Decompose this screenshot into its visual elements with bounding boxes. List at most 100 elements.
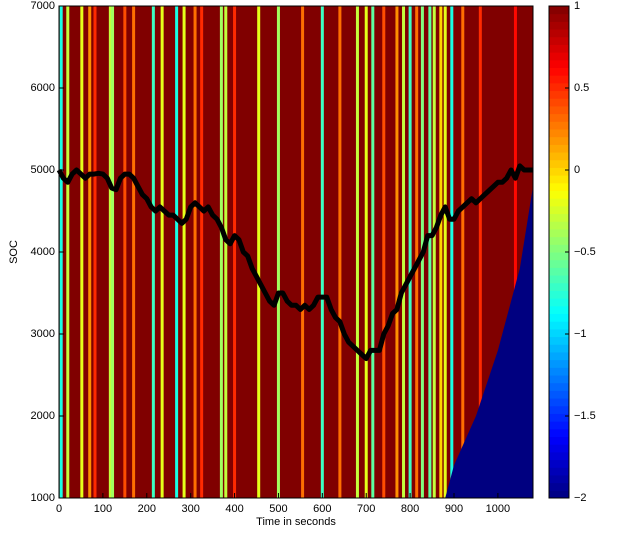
colorbar-cell: [549, 236, 569, 245]
colorbar-cell: [549, 321, 569, 330]
colorbar-cell: [549, 13, 569, 22]
heatmap-stripe: [93, 6, 97, 498]
colorbar-cell: [549, 182, 569, 191]
colorbar-cell: [549, 228, 569, 238]
colorbar-cell: [549, 159, 569, 168]
x-tick-label: 500: [269, 503, 287, 515]
y-tick-label: 7000: [31, 0, 55, 12]
colorbar-cell: [549, 390, 569, 399]
colorbar-cell: [549, 482, 569, 491]
heatmap-stripe: [80, 6, 84, 498]
colorbar-cell: [549, 98, 569, 107]
colorbar-cell: [549, 121, 569, 130]
colorbar-cell: [549, 375, 569, 384]
heatmap-stripe: [175, 6, 179, 498]
colorbar-cell: [549, 344, 569, 353]
colorbar-cell: [549, 244, 569, 253]
colorbar-cell: [549, 75, 569, 84]
heatmap-stripe: [182, 6, 186, 498]
y-tick-label: 5000: [31, 164, 55, 176]
colorbar-cell: [549, 205, 569, 215]
colorbar-cell: [549, 82, 569, 92]
heatmap-stripe: [415, 6, 419, 498]
heatmap-stripe: [160, 6, 164, 498]
heatmap-stripe: [88, 6, 92, 498]
heatmap-stripe: [402, 6, 406, 498]
heatmap-stripe: [193, 6, 197, 498]
x-tick-label: 400: [225, 503, 243, 515]
colorbar-cell: [549, 405, 569, 414]
heatmap-stripe: [439, 6, 443, 498]
heatmap-stripe: [428, 6, 432, 498]
heatmap-stripe: [408, 6, 412, 498]
colorbar-cell: [549, 59, 569, 68]
colorbar-tick-label: −1: [574, 328, 587, 340]
heatmap-background: [59, 6, 533, 498]
colorbar-cell: [549, 198, 569, 207]
x-tick-label: 600: [313, 503, 331, 515]
heatmap-stripe: [276, 6, 280, 498]
colorbar-cell: [549, 152, 569, 161]
colorbar-cell: [549, 467, 569, 476]
y-tick-label: 6000: [31, 82, 55, 94]
colorbar-cell: [549, 282, 569, 291]
colorbar-cell: [549, 113, 569, 122]
colorbar-cell: [549, 129, 569, 138]
colorbar-tick-label: 0: [574, 164, 580, 176]
colorbar-cell: [549, 290, 569, 299]
heatmap-stripe: [513, 6, 517, 498]
x-tick-label: 700: [357, 503, 375, 515]
colorbar-cell: [549, 428, 569, 437]
colorbar-cell: [549, 252, 569, 261]
heatmap-stripe: [233, 6, 237, 498]
colorbar-cell: [549, 336, 569, 345]
heatmap-stripe: [478, 6, 482, 498]
heatmap-stripe: [224, 6, 228, 498]
heatmap-stripe: [111, 6, 115, 498]
y-tick-label: 3000: [31, 328, 55, 340]
heatmap-stripe: [200, 6, 204, 498]
colorbar-cell: [549, 298, 569, 307]
heatmap-stripe: [338, 6, 342, 498]
x-tick-label: 900: [445, 503, 463, 515]
colorbar-cell: [549, 398, 569, 407]
colorbar-cell: [549, 267, 569, 276]
heatmap-stripe: [257, 6, 261, 498]
heatmap-stripe: [443, 6, 447, 498]
heatmap-stripe: [461, 6, 465, 498]
x-tick-label: 200: [138, 503, 156, 515]
colorbar-cell: [549, 359, 569, 368]
x-tick-label: 1000: [486, 503, 510, 515]
colorbar-cell: [549, 444, 569, 453]
y-tick-label: 1000: [31, 492, 55, 504]
heatmap-stripe: [123, 6, 127, 498]
colorbar-tick-label: 1: [574, 0, 580, 12]
colorbar-cell: [549, 175, 569, 184]
colorbar-cell: [549, 328, 569, 338]
x-axis-label: Time in seconds: [256, 516, 336, 528]
colorbar-cell: [549, 29, 569, 38]
colorbar-tick-label: −0.5: [574, 246, 596, 258]
colorbar-cell: [549, 436, 569, 445]
heatmap-stripe: [371, 6, 375, 498]
heatmap-stripe: [301, 6, 305, 498]
y-tick-label: 2000: [31, 410, 55, 422]
colorbar-tick-label: −1.5: [574, 410, 596, 422]
colorbar-cell: [549, 213, 569, 222]
colorbar-cell: [549, 474, 569, 484]
colorbar-cell: [549, 221, 569, 230]
heatmap-stripe: [108, 6, 112, 498]
colorbar-cell: [549, 167, 569, 176]
colorbar-cell: [549, 67, 569, 76]
colorbar-cell: [549, 367, 569, 376]
y-tick-label: 4000: [31, 246, 55, 258]
colorbar-cell: [549, 313, 569, 322]
colorbar-cell: [549, 21, 569, 30]
colorbar-tick-label: −2: [574, 492, 587, 504]
colorbar-cell: [549, 382, 569, 391]
colorbar-cell: [549, 275, 569, 284]
heatmap-stripe: [355, 6, 359, 498]
heatmap-stripe: [132, 6, 136, 498]
colorbar-cell: [549, 259, 569, 268]
